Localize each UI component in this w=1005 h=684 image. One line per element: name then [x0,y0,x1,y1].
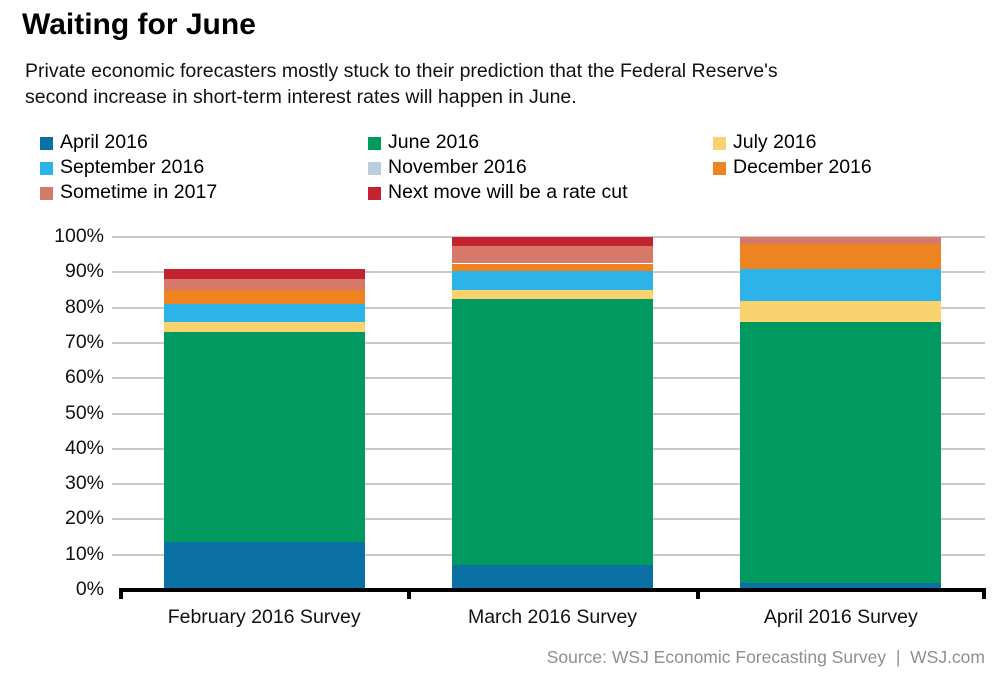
bar-segment-sometime-in-2017 [452,245,653,264]
x-axis-tick [119,588,123,599]
page-title: Waiting for June [22,8,256,41]
x-axis-tick [695,588,700,599]
subtitle-line-1: Private economic forecasters mostly stuc… [25,60,778,82]
bar-segment-july-2016 [452,289,653,299]
bar-march-2016-survey [452,237,653,590]
x-axis-label-february-2016-survey: February 2016 Survey [167,606,361,628]
y-tick-label-70%: 70% [64,330,104,353]
legend-label: September 2016 [60,156,205,178]
bar-segment-december-2016 [740,244,942,269]
bar-february-2016-survey [163,237,365,590]
bar-april-2016-survey [740,237,942,590]
legend-swatch-icon [368,136,381,150]
y-tick-label-80%: 80% [64,295,104,318]
chart-subtitle: Private economic forecasters mostly stuc… [25,58,778,110]
legend-label: June 2016 [388,131,480,153]
bar-segment-next-move-will-be-a-rate-cut [452,237,653,246]
bar-segment-april-2016 [740,582,942,590]
legend-label: July 2016 [733,131,817,153]
x-axis-line [120,588,985,592]
legend-item-april-2016: April 2016 [40,130,368,155]
bar-segment-sometime-in-2017 [163,279,365,290]
y-tick-label-60%: 60% [64,366,104,389]
source-credit: Source: WSJ Economic Forecasting Survey … [546,647,985,667]
chart-legend: April 2016 June 2016 July 2016 September 20… [40,130,980,205]
legend-swatch-icon [713,161,726,175]
legend-label: December 2016 [733,156,872,178]
plot-area [112,236,985,590]
legend-swatch-icon [368,186,381,200]
legend-item-sometime-in-2017: Sometime in 2017 [40,180,368,205]
bar-segment-april-2016 [452,565,653,590]
y-tick-label-40%: 40% [64,436,104,459]
bar-segment-september-2016 [452,270,653,290]
bar-segment-july-2016 [163,321,365,333]
legend-label: Sometime in 2017 [60,181,218,203]
legend-item-july-2016: July 2016 [713,130,980,155]
y-tick-label-20%: 20% [64,507,104,530]
legend-label: Next move will be a rate cut [388,181,628,203]
bar-segment-july-2016 [740,300,942,322]
bar-segment-june-2016 [740,321,942,583]
bar-segment-june-2016 [452,298,653,566]
legend-item-september-2016: September 2016 [40,155,368,180]
x-axis-tick [407,588,412,599]
legend-item-june-2016: June 2016 [368,130,713,155]
bar-segment-september-2016 [740,268,942,301]
bar-segment-december-2016 [452,263,653,271]
legend-swatch-icon [368,161,381,175]
legend-swatch-icon [713,136,726,150]
legend-label: November 2016 [388,156,527,178]
legend-swatch-icon [40,136,53,150]
bar-segment-june-2016 [163,332,365,543]
y-tick-label-30%: 30% [64,472,104,495]
x-axis-label-march-2016-survey: March 2016 Survey [467,606,638,628]
bar-segment-september-2016 [163,304,365,322]
legend-item-november-2016: November 2016 [368,155,713,180]
bar-segment-sometime-in-2017 [740,237,942,245]
legend-label: April 2016 [60,131,148,153]
legend-item-december-2016: December 2016 [713,155,980,180]
y-tick-label-0%: 0% [75,578,104,600]
bar-segment-december-2016 [163,289,365,305]
x-axis-tick [982,588,986,599]
y-tick-label-50%: 50% [64,401,104,424]
legend-item-next-move-will-be-a-rate-cut: Next move will be a rate cut [368,180,713,205]
y-tick-label-90%: 90% [64,260,104,283]
y-tick-label-100%: 100% [54,225,104,247]
x-axis-label-april-2016-survey: April 2016 Survey [763,606,918,628]
y-tick-label-10%: 10% [64,542,104,565]
bar-segment-april-2016 [163,542,365,590]
gridline-100% [112,236,985,238]
bar-segment-next-move-will-be-a-rate-cut [163,268,365,280]
subtitle-line-2: second increase in short-term interest r… [25,86,577,108]
legend-swatch-icon [40,186,53,200]
legend-swatch-icon [40,161,53,175]
